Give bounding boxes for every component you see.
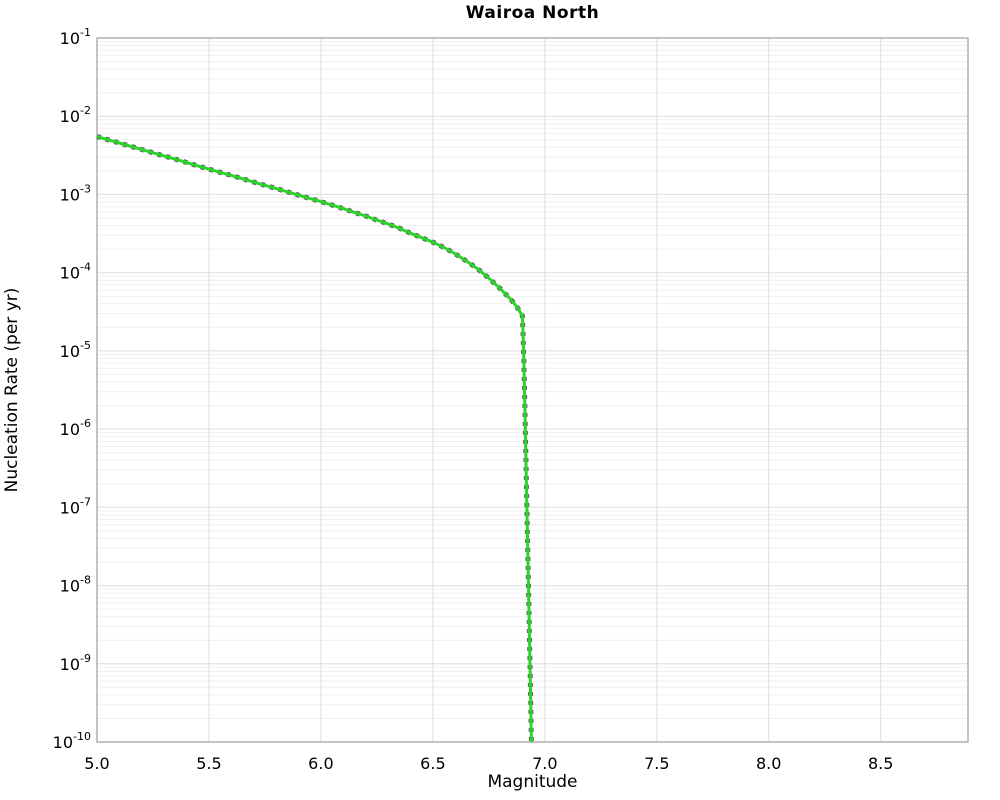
y-tick-label: 10-1	[60, 26, 91, 48]
y-tick-label: 10-6	[60, 417, 91, 439]
x-tick-label: 5.0	[84, 754, 109, 773]
plot-border	[96, 37, 969, 743]
curve-solid-green	[96, 135, 533, 743]
x-axis-label: Magnitude	[487, 772, 578, 792]
y-tick-label: 10-3	[60, 182, 91, 204]
x-tick-label: 6.0	[308, 754, 333, 773]
x-tick-label: 8.5	[868, 754, 893, 773]
y-tick-label: 10-9	[60, 652, 91, 674]
x-tick-label: 7.0	[532, 754, 557, 773]
x-tick-label: 6.5	[420, 754, 445, 773]
curve-dashed-underlay	[96, 134, 534, 743]
chart-title: Wairoa North	[465, 3, 600, 23]
y-tick-label: 10-10	[53, 730, 91, 752]
y-tick-label: 10-7	[60, 495, 91, 517]
x-tick-label: 8.0	[756, 754, 781, 773]
y-tick-label: 10-5	[60, 339, 91, 361]
y-tick-label: 10-2	[60, 104, 91, 126]
y-axis-label: Nucleation Rate (per yr)	[2, 287, 22, 493]
y-tick-label: 10-4	[60, 261, 91, 283]
x-tick-label: 7.5	[644, 754, 669, 773]
y-tick-label: 10-8	[60, 574, 91, 596]
x-tick-label: 5.5	[196, 754, 221, 773]
